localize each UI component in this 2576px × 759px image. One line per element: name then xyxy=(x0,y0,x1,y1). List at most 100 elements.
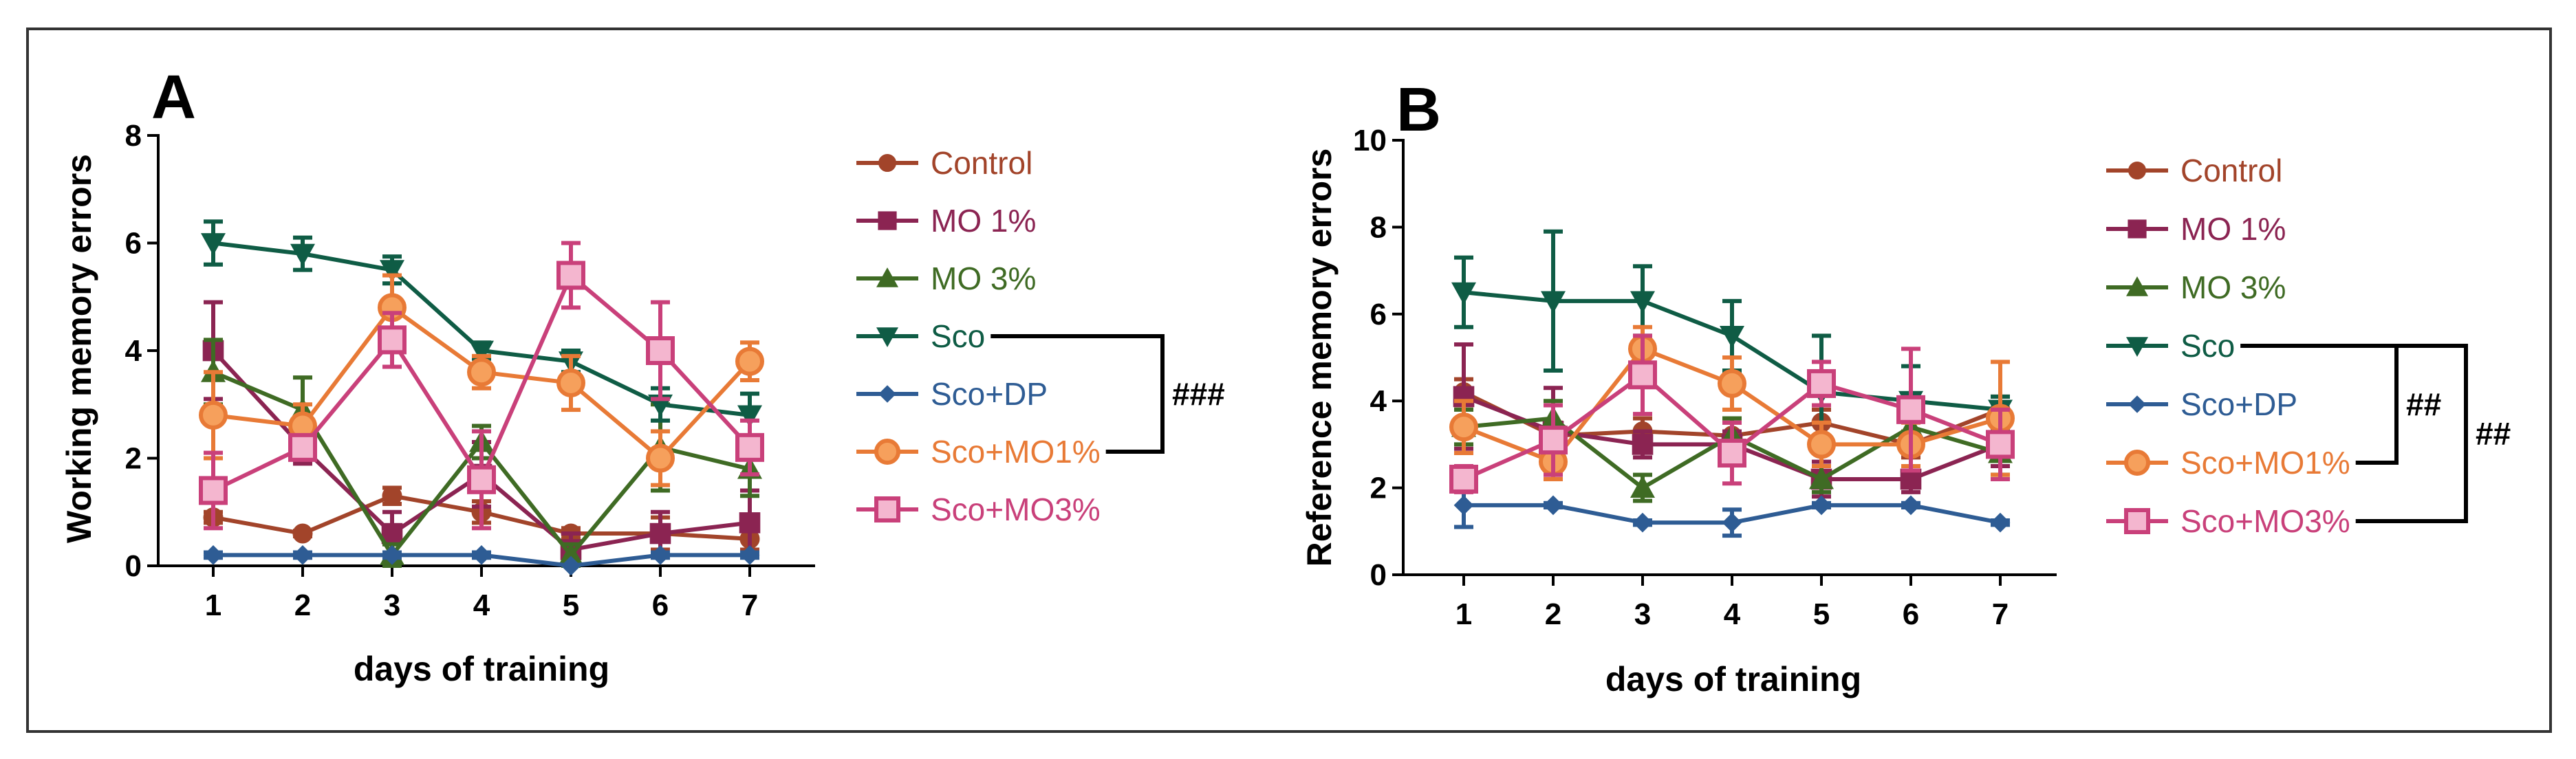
data-point xyxy=(199,400,228,430)
data-point xyxy=(1809,466,1834,490)
y-tick-label: 6 xyxy=(1370,298,1387,331)
data-point xyxy=(1541,291,1566,314)
x-tick-label: 5 xyxy=(563,588,579,622)
x-tick-label: 6 xyxy=(1903,597,1919,631)
y-tick-label: 4 xyxy=(125,334,142,368)
legend-swatch-marker xyxy=(876,327,898,347)
data-point xyxy=(1720,326,1744,349)
y-tick-label: 2 xyxy=(1370,472,1387,505)
data-point xyxy=(561,556,581,576)
data-point xyxy=(649,522,671,544)
data-point xyxy=(1718,368,1746,398)
legend-label: MO 1% xyxy=(2180,211,2286,247)
x-tick-label: 4 xyxy=(1724,597,1741,631)
data-point xyxy=(556,368,585,397)
panel-a-legend: Control MO 1% MO 3% Sco Sco+DP Sco+MO1% Sco+MO… xyxy=(856,145,1101,527)
series-scodp xyxy=(1453,481,2011,538)
data-point xyxy=(467,465,496,494)
legend-label: MO 1% xyxy=(931,203,1036,239)
legend-swatch-marker xyxy=(2128,162,2146,179)
data-point xyxy=(1628,360,1657,390)
legend-label: Sco+MO3% xyxy=(2180,503,2350,539)
panel-a-significance: ### xyxy=(991,334,1225,454)
data-point xyxy=(1807,430,1836,459)
legend-label: MO 3% xyxy=(2180,270,2286,305)
significance-label: ## xyxy=(2406,386,2441,422)
legend-item-scodp: Sco+DP xyxy=(856,376,1048,412)
legend-item-scodp: Sco+DP xyxy=(2106,386,2297,422)
legend-label: Control xyxy=(931,145,1032,181)
data-point xyxy=(1986,430,2015,459)
legend-label: Sco+MO3% xyxy=(931,492,1101,527)
data-point xyxy=(556,261,585,290)
y-tick-label: 2 xyxy=(125,442,142,476)
legend-label: Sco+MO1% xyxy=(2180,445,2350,481)
legend-item-control: Control xyxy=(856,145,1032,181)
data-point xyxy=(382,544,402,565)
data-point xyxy=(1630,475,1655,498)
legend-swatch-marker xyxy=(2128,395,2146,413)
data-point xyxy=(646,336,675,365)
panel-a-x-axis-title: days of training xyxy=(354,650,609,688)
legend-swatch-marker xyxy=(874,496,900,522)
data-point xyxy=(739,512,761,534)
data-point xyxy=(380,260,404,283)
series-sco xyxy=(201,219,762,439)
series-scomo1 xyxy=(199,273,764,487)
panel-b-letter: B xyxy=(1396,76,1441,144)
series-scomo3 xyxy=(1449,333,2015,494)
panel-a: A Working memory errors days of training… xyxy=(60,63,1225,688)
legend-item-scomo3: Sco+MO3% xyxy=(2106,503,2350,539)
significance-bracket xyxy=(991,334,1165,454)
data-point xyxy=(1901,495,1921,516)
data-point xyxy=(292,523,313,544)
x-tick-label: 3 xyxy=(384,588,400,622)
significance-bracket xyxy=(2240,344,2468,523)
data-point xyxy=(1449,412,1478,442)
legend-item-mo1: MO 1% xyxy=(856,203,1036,239)
y-tick-label: 6 xyxy=(125,227,142,261)
data-point xyxy=(1539,426,1568,455)
x-tick-label: 7 xyxy=(742,588,758,622)
data-point xyxy=(1990,512,2011,533)
legend-label: Control xyxy=(2180,153,2282,188)
legend-item-scomo3: Sco+MO3% xyxy=(856,492,1101,527)
data-point xyxy=(1543,495,1563,516)
legend-label: Sco xyxy=(2180,328,2235,364)
legend-item-sco: Sco xyxy=(856,318,985,354)
legend-swatch-marker xyxy=(876,267,898,287)
legend-label: Sco+DP xyxy=(931,376,1048,412)
legend-item-mo1: MO 1% xyxy=(2106,211,2286,247)
data-point xyxy=(201,233,226,256)
legend-item-sco: Sco xyxy=(2106,328,2235,364)
x-tick-label: 2 xyxy=(1545,597,1561,631)
data-point xyxy=(290,243,315,267)
data-point xyxy=(559,542,583,565)
legend-label: Sco xyxy=(931,318,985,354)
data-point xyxy=(1718,439,1746,468)
legend-item-control: Control xyxy=(2106,153,2282,188)
y-tick-label: 0 xyxy=(125,549,142,583)
legend-label: Sco+DP xyxy=(2180,386,2297,422)
legend-swatch-marker xyxy=(2126,337,2148,357)
x-tick-label: 5 xyxy=(1813,597,1830,631)
data-point xyxy=(203,544,224,565)
significance-label: ### xyxy=(1172,376,1225,412)
y-tick-label: 10 xyxy=(1353,124,1387,157)
x-tick-label: 6 xyxy=(652,588,669,622)
data-point xyxy=(650,544,671,565)
legend-item-scomo1: Sco+MO1% xyxy=(856,434,1101,470)
legend-swatch-marker xyxy=(2124,450,2150,476)
data-point xyxy=(1807,368,1836,398)
panel-a-y-axis-title: Working memory errors xyxy=(60,154,98,543)
y-tick-label: 0 xyxy=(1370,558,1387,592)
y-tick-label: 4 xyxy=(1370,384,1387,418)
panel-b-y-axis-title: Reference memory errors xyxy=(1300,148,1339,567)
legend-item-mo3: MO 3% xyxy=(2106,270,2286,305)
data-point xyxy=(378,325,407,355)
x-tick-label: 3 xyxy=(1634,597,1651,631)
data-point xyxy=(739,544,760,565)
x-tick-label: 4 xyxy=(473,588,490,622)
